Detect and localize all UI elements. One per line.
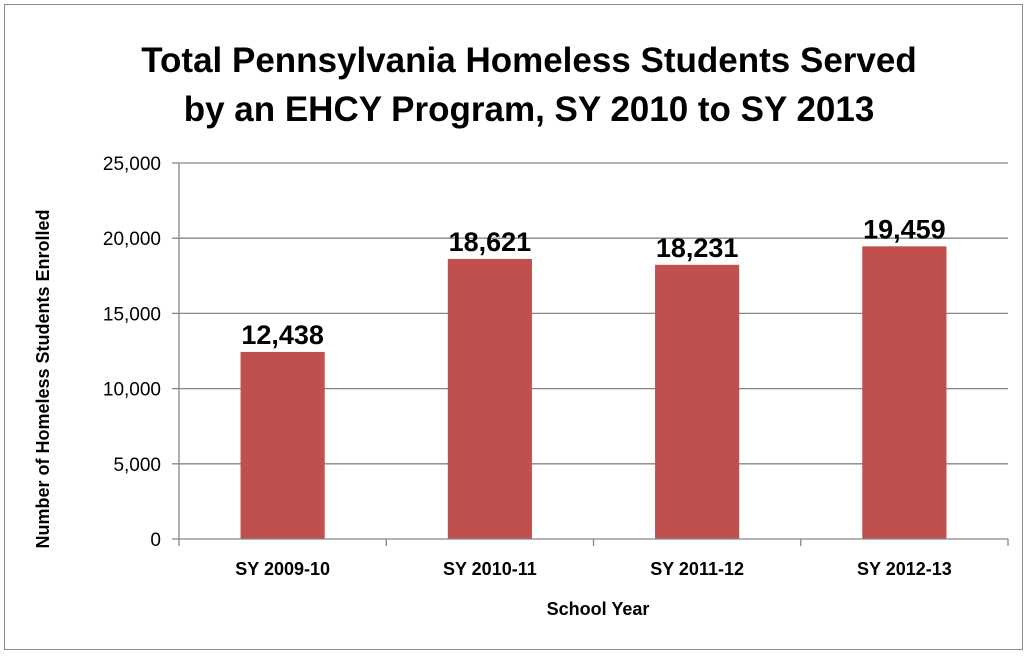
x-tick-label-3: SY 2012-13 <box>857 559 952 579</box>
x-axis-title: School Year <box>547 599 650 619</box>
y-tick-label-5: 25,000 <box>103 154 161 175</box>
x-tick-label-2: SY 2011-12 <box>650 559 744 579</box>
bar-3 <box>862 246 947 539</box>
x-tick-label-0: SY 2009-10 <box>235 559 330 579</box>
y-tick-label-2: 10,000 <box>103 380 161 401</box>
y-tick-label-4: 20,000 <box>103 229 161 250</box>
bar-2 <box>655 264 740 539</box>
chart-title-line-2: by an EHCY Program, SY 2010 to SY 2013 <box>184 90 875 129</box>
labels: 0 5,000 10,000 15,000 20,000 25,000 12,438 SY 2… <box>103 154 952 579</box>
data-label-3: 19,459 <box>863 214 946 244</box>
x-tick-label-1: SY 2010-11 <box>443 559 537 579</box>
bar-0 <box>240 351 325 539</box>
bars <box>240 246 947 539</box>
chart-frame: Total Pennsylvania Homeless Students Ser… <box>4 4 1023 650</box>
chart-title-line-1: Total Pennsylvania Homeless Students Ser… <box>141 41 916 80</box>
bar-1 <box>447 258 532 539</box>
data-label-2: 18,231 <box>656 233 739 263</box>
data-label-1: 18,621 <box>449 227 532 257</box>
y-tick-label-1: 5,000 <box>113 455 161 476</box>
y-tick-label-3: 15,000 <box>103 304 161 325</box>
data-label-0: 12,438 <box>241 320 324 350</box>
axes <box>172 162 1009 546</box>
y-axis-title: Number of Homeless Students Enrolled <box>33 209 53 548</box>
bar-chart: Total Pennsylvania Homeless Students Ser… <box>33 41 1009 619</box>
y-tick-label-0: 0 <box>150 530 161 551</box>
